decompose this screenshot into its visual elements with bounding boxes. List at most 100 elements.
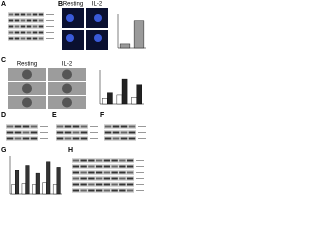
panel-label: H [68, 147, 73, 154]
cell [22, 69, 32, 80]
blot-band [6, 125, 14, 128]
blot-strip [72, 164, 134, 169]
blot-band [56, 125, 64, 128]
blot-band [72, 183, 80, 186]
blot-band [32, 37, 38, 40]
blot-band [38, 31, 44, 34]
row-label-mark [136, 166, 144, 167]
cell [62, 69, 72, 80]
blot-band [14, 131, 22, 134]
blot-band [111, 183, 118, 186]
blot-band [128, 137, 136, 140]
blot-band [20, 37, 26, 40]
cell [22, 83, 32, 94]
cell [22, 97, 32, 108]
row-label-mark [136, 160, 144, 161]
bar [119, 43, 131, 49]
blot-band [64, 137, 72, 140]
bar [14, 170, 20, 195]
bar [25, 165, 30, 195]
row-label-mark [40, 126, 48, 127]
row-label-mark [90, 138, 98, 139]
blot-band [88, 183, 95, 186]
bar [35, 172, 40, 195]
blot-band [6, 137, 14, 140]
nucleus [94, 14, 102, 22]
blot-band [14, 37, 20, 40]
blot-strip [72, 158, 134, 163]
blot-band [20, 19, 26, 22]
blot-band [38, 19, 44, 22]
blot-band [88, 177, 95, 180]
blot-band [26, 19, 32, 22]
blot-band [32, 31, 38, 34]
blot-strip [56, 124, 88, 129]
blot-band [111, 165, 118, 168]
bar [101, 98, 108, 105]
blot-band [111, 189, 118, 192]
blot-band [38, 37, 44, 40]
blot-band [80, 137, 88, 140]
blot-band [32, 19, 38, 22]
blot-band [14, 25, 20, 28]
row-label-mark [138, 132, 146, 133]
blot-band [119, 189, 126, 192]
blot-band [119, 165, 126, 168]
blot-band [95, 159, 103, 162]
row-label-mark [136, 184, 144, 185]
blot-band [72, 159, 80, 162]
blot-strip [8, 12, 44, 17]
caption: Resting [17, 62, 37, 68]
row-label-mark [136, 172, 144, 173]
blot-band [80, 159, 87, 162]
row-label-mark [136, 178, 144, 179]
blot-band [72, 125, 80, 128]
panel-label: B [58, 1, 63, 8]
blot-band [22, 131, 30, 134]
blot-band [8, 37, 14, 40]
blot-band [103, 183, 111, 186]
blot-band [80, 165, 87, 168]
blot-band [72, 131, 80, 134]
blot-band [20, 31, 26, 34]
blot-band [30, 131, 38, 134]
bar [133, 20, 145, 49]
row-label-mark [90, 132, 98, 133]
blot-band [103, 177, 111, 180]
blot-band [14, 125, 22, 128]
blot-band [119, 177, 126, 180]
blot-band [104, 137, 112, 140]
caption: Resting [63, 2, 83, 8]
blot-band [126, 189, 134, 192]
blot-strip [6, 136, 38, 141]
blot-band [80, 131, 88, 134]
blot-band [64, 125, 72, 128]
blot-band [22, 137, 30, 140]
blot-band [104, 125, 112, 128]
row-label-mark [136, 190, 144, 191]
blot-band [95, 165, 103, 168]
blot-band [72, 171, 80, 174]
blot-band [80, 177, 87, 180]
figure: A B C D E F G H Resting IL-2 Resting IL-2 [1, 1, 146, 195]
blot-band [88, 165, 95, 168]
blot-strip [56, 136, 88, 141]
blot-band [120, 137, 128, 140]
panel-label: G [1, 147, 7, 154]
blot-band [95, 177, 103, 180]
blot-strip [6, 130, 38, 135]
blot-band [14, 31, 20, 34]
blot-band [112, 131, 120, 134]
blot-band [88, 171, 95, 174]
bar [42, 182, 47, 195]
blot-strip [72, 188, 134, 193]
blot-band [30, 137, 38, 140]
bar [121, 78, 128, 105]
blot-band [103, 165, 111, 168]
bar [46, 161, 51, 195]
blot-band [26, 37, 32, 40]
blot-band [126, 165, 134, 168]
blot-band [119, 171, 126, 174]
blot-band [26, 13, 32, 16]
blot-band [120, 125, 128, 128]
